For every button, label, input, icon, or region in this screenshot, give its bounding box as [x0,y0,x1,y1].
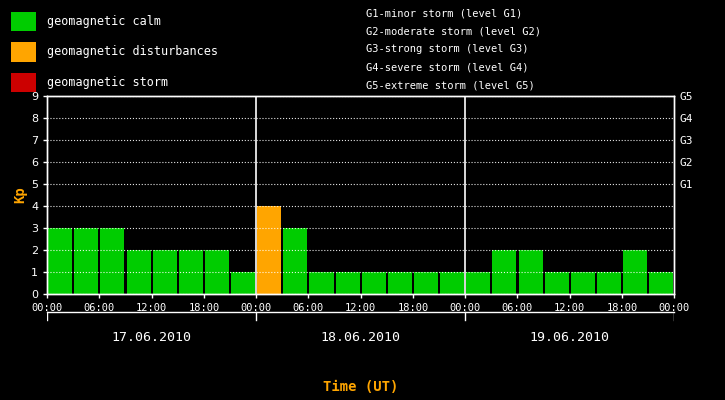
Bar [440,272,464,294]
Text: 17.06.2010: 17.06.2010 [112,331,191,344]
Text: G2-moderate storm (level G2): G2-moderate storm (level G2) [366,26,541,36]
Text: Time (UT): Time (UT) [323,380,398,394]
Bar [74,228,99,294]
Text: 19.06.2010: 19.06.2010 [530,331,610,344]
Bar [283,228,307,294]
Bar [231,272,255,294]
Text: G5-extreme storm (level G5): G5-extreme storm (level G5) [366,80,535,90]
Bar [492,250,516,294]
Bar [205,250,229,294]
Bar [101,228,125,294]
Text: geomagnetic storm: geomagnetic storm [47,76,168,89]
Bar [649,272,674,294]
Bar [310,272,334,294]
Bar [336,272,360,294]
Bar [11,12,36,31]
Text: 18.06.2010: 18.06.2010 [320,331,401,344]
Bar [466,272,490,294]
Bar [48,228,72,294]
Bar [388,272,412,294]
Bar [571,272,594,294]
Bar [179,250,203,294]
Bar [518,250,542,294]
Bar [544,272,568,294]
Text: G4-severe storm (level G4): G4-severe storm (level G4) [366,62,529,72]
Y-axis label: Kp: Kp [13,187,27,203]
Bar [597,272,621,294]
Bar [153,250,177,294]
Bar [11,42,36,62]
Bar [623,250,647,294]
Text: G1-minor storm (level G1): G1-minor storm (level G1) [366,8,522,18]
Text: geomagnetic calm: geomagnetic calm [47,15,161,28]
Text: geomagnetic disturbances: geomagnetic disturbances [47,46,218,58]
Bar [127,250,151,294]
Bar [414,272,438,294]
Bar [362,272,386,294]
Text: G3-strong storm (level G3): G3-strong storm (level G3) [366,44,529,54]
Bar [11,73,36,92]
Bar [257,206,281,294]
